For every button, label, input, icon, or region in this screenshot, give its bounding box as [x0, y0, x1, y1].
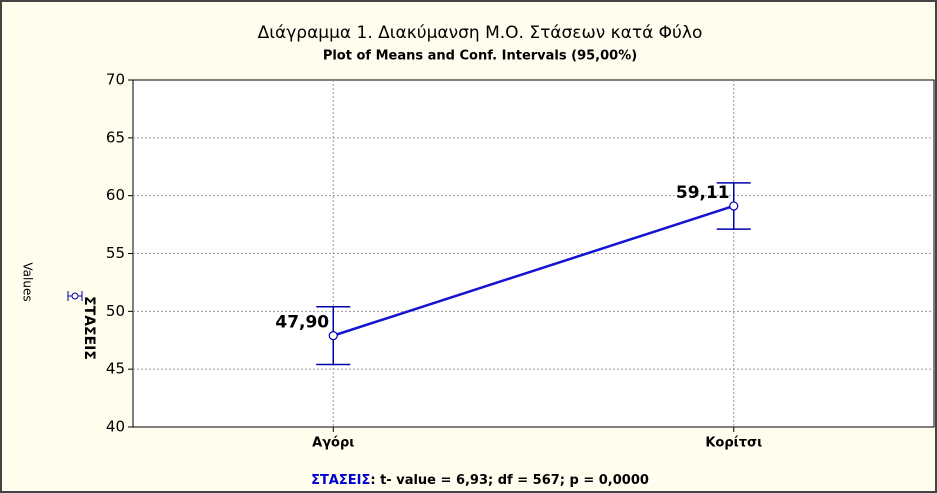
footer-text: : t- value = 6,93; df = 567; p = 0,0000: [370, 473, 649, 488]
series-line: [332, 204, 735, 337]
y-tick-label: 40: [106, 418, 125, 436]
y-tick-label: 55: [106, 244, 125, 262]
legend: ΣΤΑΣΕΙΣ: [67, 291, 97, 360]
y-tick-label: 60: [106, 186, 125, 204]
value-label: 47,90: [275, 313, 329, 333]
chart-subtitle: Plot of Means and Conf. Intervals (95,00…: [323, 49, 637, 64]
y-axis-label: Values: [21, 262, 35, 301]
footer: ΣΤΑΣΕΙΣ: t- value = 6,93; df = 567; p = …: [311, 473, 649, 488]
value-label: 59,11: [676, 183, 730, 203]
legend-icon: [71, 292, 79, 300]
y-tick-label: 45: [106, 360, 125, 378]
point: [729, 201, 739, 211]
footer-series: ΣΤΑΣΕΙΣ: [311, 473, 370, 488]
y-tick-label: 50: [106, 302, 125, 320]
x-tick-label: Κορίτσι: [705, 436, 762, 451]
point: [328, 331, 338, 341]
legend-label: ΣΤΑΣΕΙΣ: [81, 296, 97, 360]
y-tick-label: 65: [106, 128, 125, 146]
x-tick-label: Αγόρι: [312, 436, 354, 451]
y-tick-label: 70: [106, 71, 125, 89]
chart-title: Διάγραμμα 1. Διακύμανση Μ.Ο. Στάσεων κατ…: [258, 23, 703, 43]
